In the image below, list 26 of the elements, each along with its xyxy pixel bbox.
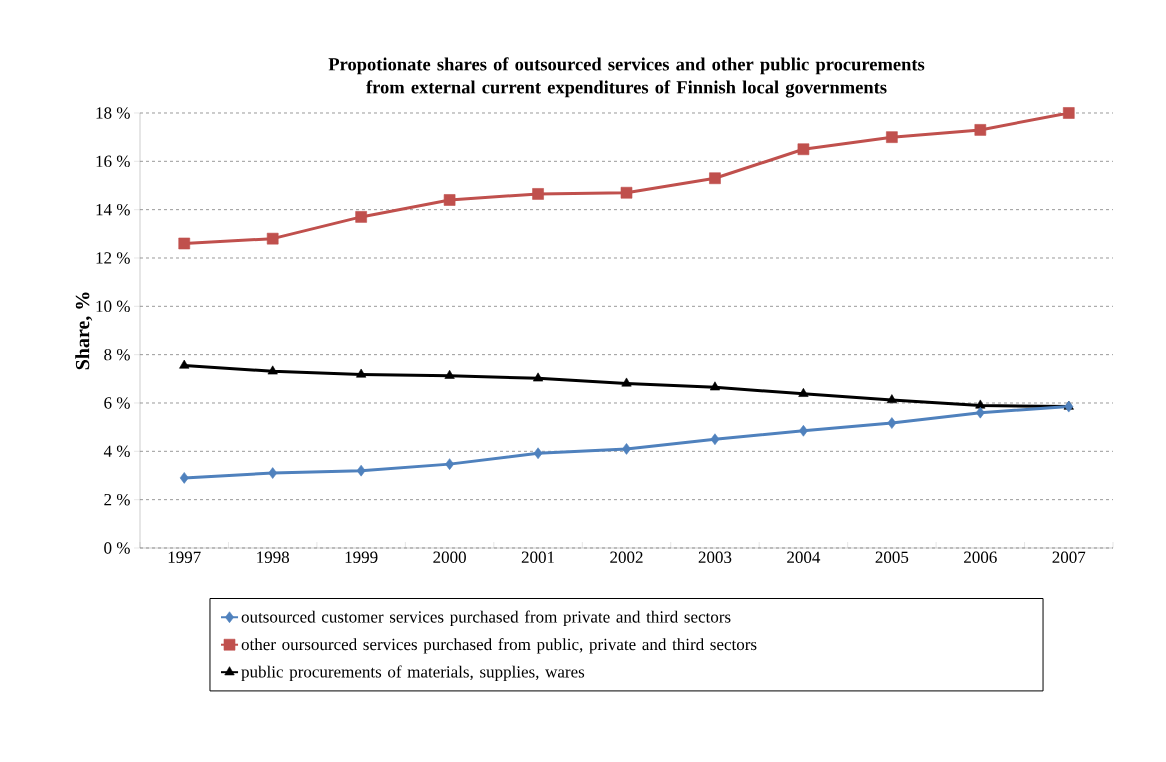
x-tick-label: 2000 [433, 551, 466, 563]
y-tick-label: 10 % [96, 300, 130, 313]
x-tick-label: 2002 [610, 551, 643, 563]
chart-title: Propotionate shares of outsourced services and other public procurements from external current expenditures of Finnish local governments [328, 57, 925, 98]
legend-label: other oursourced services purchased from public, private and third sectors [241, 637, 757, 654]
y-tick-label: 8 % [104, 348, 130, 361]
y-tick-label: 6 % [104, 397, 130, 409]
x-tick-label: 2005 [875, 551, 909, 563]
y-tick-label: 2 % [104, 493, 130, 506]
legend-label: public procurements of materials, supplies, wares [241, 665, 585, 682]
x-tick-label: 2004 [787, 551, 821, 563]
y-tick-label: 18 % [96, 107, 130, 119]
y-tick-label: 12 % [96, 252, 130, 264]
x-tick-label: 1998 [257, 551, 290, 563]
y-tick-label: 14 % [96, 203, 130, 216]
y-tick-label: 0 % [104, 542, 130, 554]
y-tick-label: 16 % [96, 155, 130, 168]
x-tick-label: 2007 [1052, 551, 1086, 563]
y-tick-label: 4 % [103, 445, 130, 458]
x-tick-label: 1997 [168, 551, 201, 563]
x-tick-label: 2006 [964, 551, 997, 563]
x-tick-label: 2003 [698, 551, 732, 563]
x-tick-label: 1999 [345, 551, 378, 563]
legend-label: outsourced customer services purchased from private and third sectors [241, 610, 731, 627]
y-axis-title: Share, % [75, 292, 93, 370]
x-tick-label: 2001 [521, 551, 555, 563]
